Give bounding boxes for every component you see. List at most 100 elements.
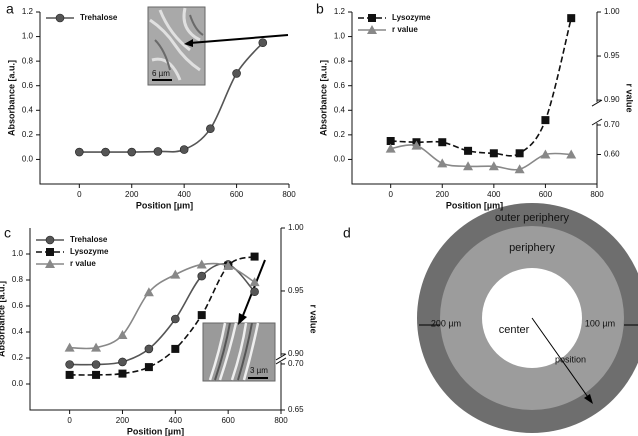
legend-label: r value xyxy=(392,25,418,34)
legend-marker xyxy=(45,235,55,245)
x-tick-label: 800 xyxy=(274,416,288,425)
y2-tick-label: 0.65 xyxy=(288,405,304,414)
y2-tick-label: 0.60 xyxy=(604,150,620,159)
marker xyxy=(170,269,181,279)
marker xyxy=(64,342,75,352)
x-tick-label: 200 xyxy=(116,416,130,425)
y-tick-label: 0.2 xyxy=(334,130,346,139)
marker xyxy=(541,116,550,125)
y-tick-label: 1.0 xyxy=(22,32,34,41)
marker xyxy=(91,342,102,352)
marker xyxy=(196,259,207,269)
legend-label: Trehalose xyxy=(70,235,108,244)
marker xyxy=(75,147,84,157)
legend-marker xyxy=(46,248,54,256)
marker xyxy=(386,137,395,145)
panel-label: c xyxy=(4,225,11,241)
ring-diagram xyxy=(417,203,638,433)
y-tick-label: 0.0 xyxy=(334,155,346,164)
ring-label: periphery xyxy=(509,242,555,254)
ring-label: outer periphery xyxy=(495,212,569,224)
marker xyxy=(514,164,525,174)
x-tick-label: 400 xyxy=(487,190,501,199)
marker xyxy=(566,149,577,159)
marker xyxy=(411,140,422,150)
legend-marker xyxy=(45,259,55,268)
y2-tick-label: 0.90 xyxy=(604,95,620,104)
legend-marker xyxy=(368,14,376,22)
inset-image xyxy=(147,6,289,86)
marker xyxy=(232,69,241,78)
marker xyxy=(385,143,396,153)
ring-label: center xyxy=(499,324,530,336)
y-tick-label: 0.6 xyxy=(12,301,24,310)
marker xyxy=(171,314,180,324)
marker xyxy=(92,370,101,379)
axis xyxy=(29,228,281,411)
scale-label: 3 µm xyxy=(250,366,268,375)
scale-label: 6 µm xyxy=(152,69,170,78)
y-tick-label: 1.0 xyxy=(12,249,24,258)
marker xyxy=(206,124,215,134)
x-tick-label: 0 xyxy=(67,416,72,425)
legend-label: Trehalose xyxy=(80,13,118,22)
legend-label: Lysozyme xyxy=(392,13,431,22)
x-tick-label: 0 xyxy=(77,190,82,199)
y-tick-label: 0.4 xyxy=(334,105,346,114)
y2-axis-label: r value xyxy=(309,304,319,333)
width-label: 200 µm xyxy=(431,318,461,328)
y-tick-label: 0.4 xyxy=(22,105,34,114)
marker xyxy=(489,149,498,158)
y2-tick-label: 0.70 xyxy=(288,359,304,368)
marker xyxy=(171,344,180,353)
x-tick-label: 400 xyxy=(177,190,191,199)
marker xyxy=(488,161,499,171)
y-tick-label: 1.2 xyxy=(334,7,346,16)
y2-tick-label: 0.90 xyxy=(288,349,304,358)
x-tick-label: 800 xyxy=(282,190,296,199)
x-tick-label: 600 xyxy=(539,190,553,199)
marker xyxy=(250,252,259,261)
y-tick-label: 0.8 xyxy=(334,56,346,65)
y-tick-label: 0.6 xyxy=(22,81,34,90)
panel-label: d xyxy=(343,225,351,241)
x-tick-label: 600 xyxy=(221,416,235,425)
y-axis-label: Absorbance [a.u.] xyxy=(6,60,16,136)
y-tick-label: 0.6 xyxy=(334,81,346,90)
legend-label: r value xyxy=(70,259,96,268)
marker xyxy=(179,145,189,154)
y2-tick-label: 0.95 xyxy=(604,51,620,60)
marker xyxy=(464,146,473,155)
inset-image xyxy=(202,259,276,382)
marker xyxy=(65,360,74,369)
y-axis-label: Absorbance [a.u.] xyxy=(318,60,328,136)
x-axis-label: Position [µm] xyxy=(127,426,184,436)
legend-marker xyxy=(367,25,377,34)
marker xyxy=(540,149,551,159)
panel-label: a xyxy=(6,1,14,17)
marker xyxy=(250,287,259,297)
y2-axis-label: r value xyxy=(625,83,635,112)
marker xyxy=(438,138,447,147)
marker xyxy=(144,344,154,354)
y2-tick-label: 0.70 xyxy=(604,120,620,129)
y-tick-label: 0.0 xyxy=(22,155,34,164)
marker xyxy=(249,277,260,287)
marker xyxy=(197,311,206,320)
y2-tick-label: 1.00 xyxy=(288,223,304,232)
legend-marker xyxy=(55,13,65,23)
x-tick-label: 600 xyxy=(230,190,244,199)
axis-break xyxy=(275,353,287,365)
marker xyxy=(91,360,101,369)
marker xyxy=(117,330,128,340)
x-tick-label: 200 xyxy=(436,190,450,199)
x-tick-label: 400 xyxy=(169,416,183,425)
x-axis-label: Position [µm] xyxy=(136,200,193,210)
axis xyxy=(39,12,289,185)
marker xyxy=(143,287,154,297)
marker xyxy=(153,147,163,156)
y2-tick-label: 1.00 xyxy=(604,7,620,16)
y2-tick-label: 0.95 xyxy=(288,286,304,295)
marker xyxy=(101,147,110,157)
